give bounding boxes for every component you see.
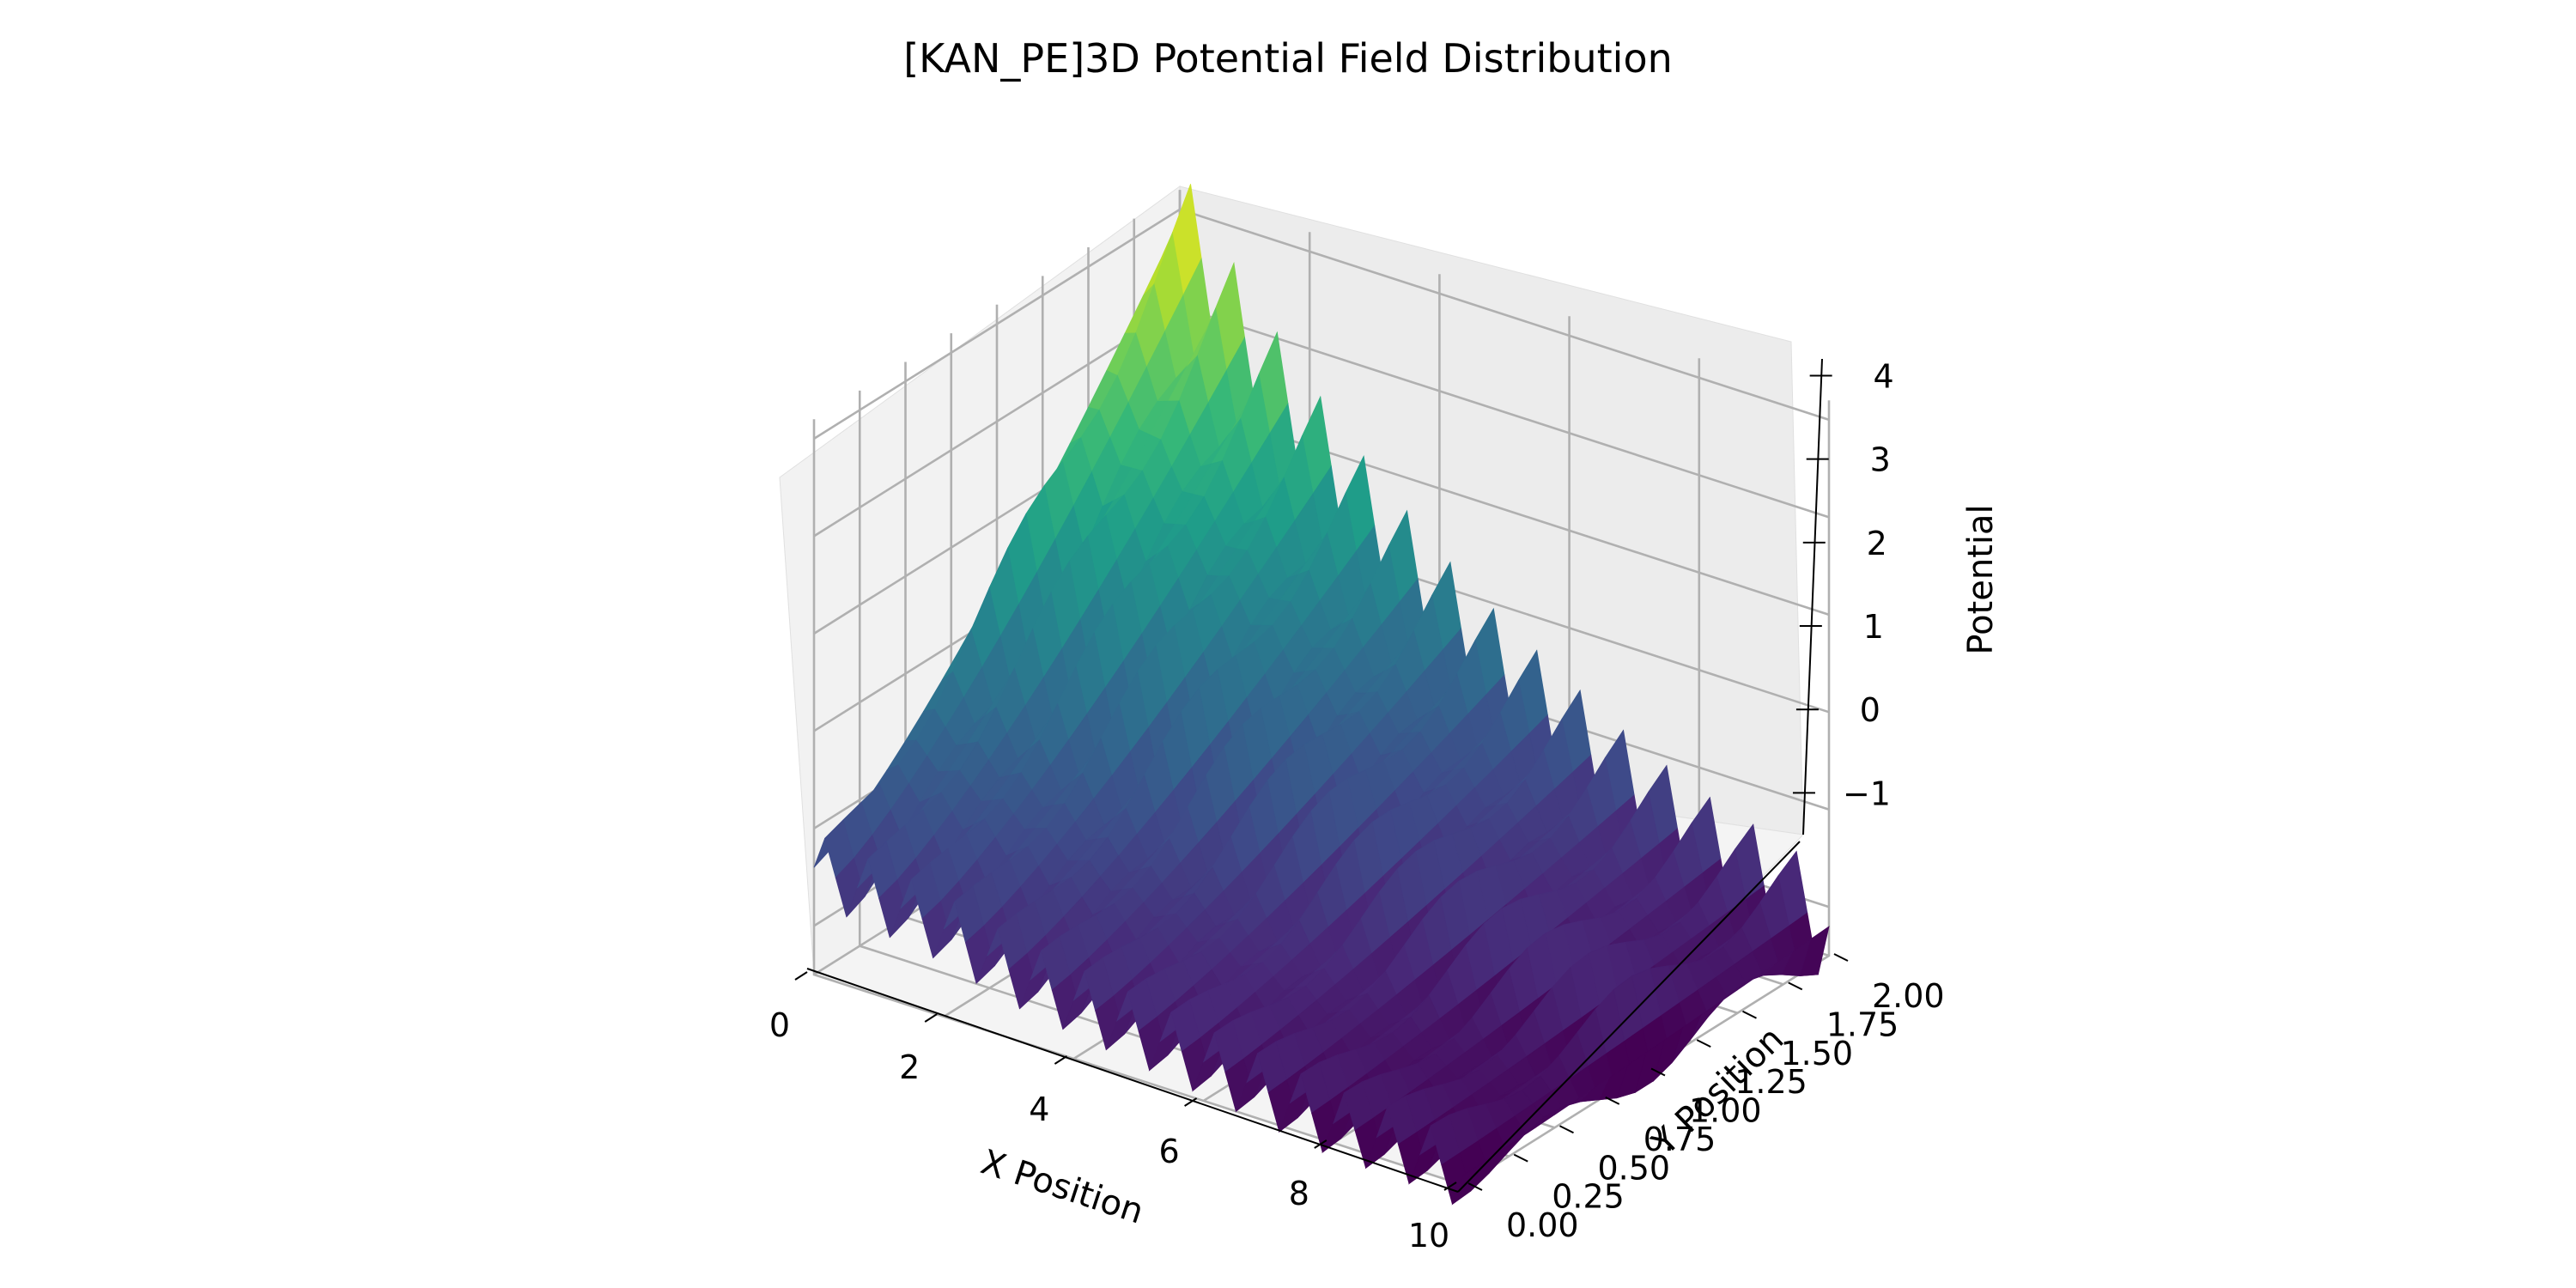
chart-title: [KAN_PE]3D Potential Field Distribution (903, 35, 1673, 82)
z-tick-label: 4 (1874, 357, 1894, 395)
axes (806, 358, 1823, 1193)
y-tick-mark (1650, 1067, 1666, 1077)
y-tick-mark (1742, 1010, 1757, 1019)
z-tick-label: 0 (1860, 691, 1880, 729)
x-tick-mark (1314, 1139, 1327, 1149)
y-tick-label: 0.75 (1643, 1121, 1716, 1158)
y-axis-line (1457, 841, 1801, 1193)
x-tick-label: 2 (899, 1048, 920, 1086)
x-tick-label: 8 (1289, 1175, 1309, 1212)
y-tick-label: 1.25 (1735, 1063, 1807, 1101)
z-tick-label: −1 (1843, 775, 1891, 812)
x-tick-label: 10 (1408, 1217, 1449, 1255)
y-tick-label: 0.25 (1552, 1178, 1625, 1216)
y-tick-mark (1788, 981, 1803, 991)
y-tick-label: 1.00 (1689, 1092, 1762, 1130)
y-tick-mark (1513, 1153, 1528, 1163)
z-axis-line (1802, 358, 1823, 835)
y-tick-mark (1696, 1039, 1711, 1048)
x-tick-label: 4 (1029, 1091, 1049, 1128)
x-tick-mark (1054, 1055, 1067, 1065)
x-axis-label: X Position (976, 1143, 1148, 1232)
y-tick-mark (1605, 1096, 1620, 1105)
y-grid-line (812, 419, 1464, 1187)
x-tick-mark (1184, 1097, 1198, 1107)
x-tick-mark (924, 1013, 938, 1023)
potential-surface (813, 184, 1830, 1206)
y-tick-label: 2.00 (1872, 977, 1945, 1015)
y-tick-label: 1.50 (1781, 1035, 1854, 1072)
z-grid-line (813, 208, 1830, 440)
y-tick-mark (1467, 1182, 1483, 1191)
y-tick-label: 0.00 (1506, 1206, 1579, 1244)
x-axis-line (806, 968, 1459, 1193)
y-tick-label: 1.75 (1826, 1005, 1899, 1043)
x-tick-mark (794, 971, 808, 981)
z-tick-label: 1 (1863, 608, 1884, 646)
y-tick-mark (1833, 953, 1849, 962)
x-tick-label: 0 (769, 1006, 790, 1044)
y-tick-mark (1559, 1125, 1574, 1134)
y-tick-label: 0.50 (1598, 1149, 1671, 1187)
z-tick-label: 3 (1870, 441, 1891, 479)
x-tick-label: 6 (1159, 1133, 1180, 1170)
z-tick-label: 2 (1867, 525, 1887, 562)
x-tick-mark (1443, 1182, 1457, 1191)
z-axis-label: Potential (1961, 504, 2001, 654)
